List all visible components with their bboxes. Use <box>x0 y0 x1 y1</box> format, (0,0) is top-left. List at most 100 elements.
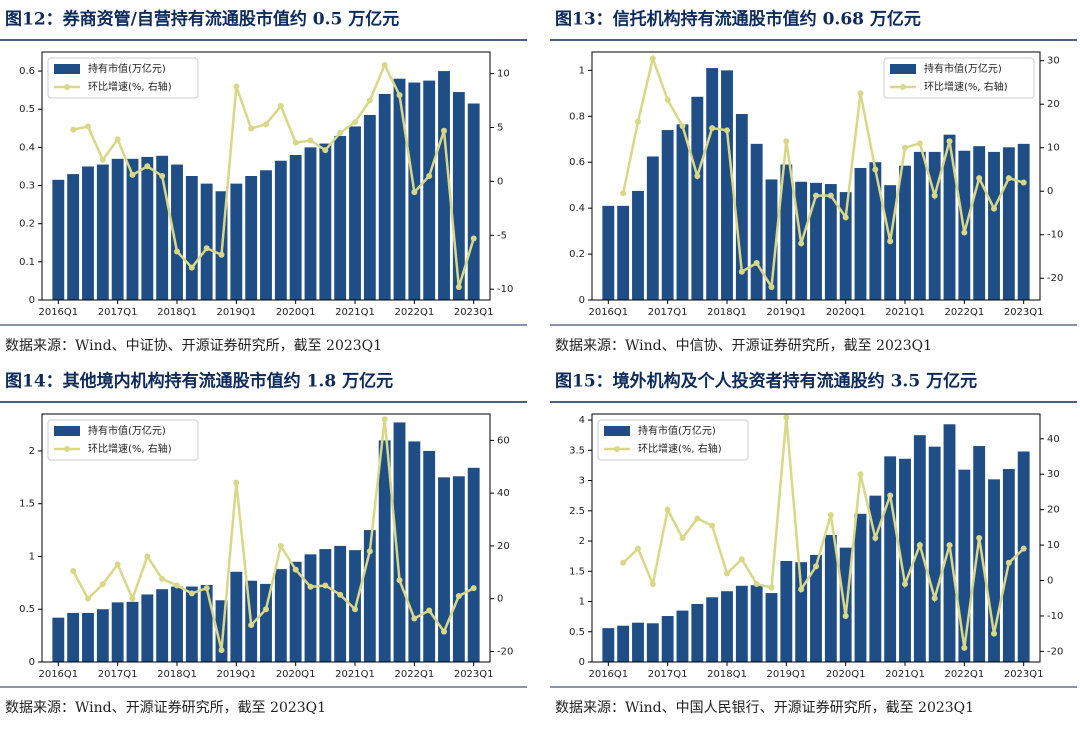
x-tick-label: 2016Q1 <box>38 307 78 318</box>
line-marker <box>352 606 359 613</box>
line-marker <box>307 137 314 144</box>
plot-frame <box>41 51 491 301</box>
bar <box>661 130 674 300</box>
x-tick-label: 2019Q1 <box>216 669 256 680</box>
bar <box>274 569 287 662</box>
x-tick-label: 2020Q1 <box>276 307 316 318</box>
bar <box>378 440 391 662</box>
plot-frame <box>591 413 1041 663</box>
y2-tick-label: 30 <box>1047 469 1060 480</box>
y2-tick-label: 5 <box>497 122 503 133</box>
y-tick-label: 1.5 <box>569 566 585 577</box>
line-marker <box>723 127 730 134</box>
bar <box>750 143 763 300</box>
bar <box>928 446 941 662</box>
line-marker <box>1020 545 1027 552</box>
line-marker <box>218 647 225 654</box>
line-marker <box>961 644 968 651</box>
line-marker <box>292 139 299 146</box>
bar <box>156 589 169 662</box>
x-tick-label: 2017Q1 <box>98 307 138 318</box>
bar <box>854 513 867 662</box>
y2-tick-label: 0 <box>1047 576 1053 587</box>
bar <box>260 170 272 300</box>
x-tick-label: 2019Q1 <box>766 307 806 318</box>
x-tick-label: 2018Q1 <box>157 669 197 680</box>
bar <box>1017 143 1030 300</box>
bar <box>230 571 243 662</box>
line-marker <box>263 121 269 128</box>
y-tick-label: 3 <box>579 476 585 487</box>
line <box>72 61 475 288</box>
bar <box>810 182 822 300</box>
bar <box>706 597 719 662</box>
line-marker <box>277 102 284 109</box>
y2-tick-label: 0 <box>497 176 503 187</box>
x-tick-label: 2016Q1 <box>588 307 628 318</box>
y-tick-label: 1 <box>579 65 585 76</box>
line-marker <box>768 283 775 290</box>
line-marker <box>783 414 790 421</box>
source-note: 数据来源：Wind、中信协、开源证券研究所，截至 2023Q1 <box>555 338 932 354</box>
line-marker <box>620 559 627 566</box>
x-tick-label: 2021Q1 <box>885 307 925 318</box>
bar <box>973 146 986 300</box>
y-tick-label: 0 <box>29 657 35 668</box>
bar <box>795 562 808 662</box>
line-marker <box>173 582 180 589</box>
bar <box>1017 451 1030 662</box>
line-marker <box>352 119 359 126</box>
y2-tick-label: -10 <box>1047 230 1063 241</box>
line <box>72 419 475 651</box>
y-tick-label: 1.5 <box>19 499 35 510</box>
bar <box>289 155 302 300</box>
y2-tick-label: 20 <box>1047 99 1060 110</box>
line-marker <box>664 506 671 513</box>
bar <box>913 151 926 300</box>
y-tick-label: 0.3 <box>19 181 35 192</box>
line-marker <box>887 238 894 245</box>
x-tick-label: 2017Q1 <box>648 307 688 318</box>
legend-box <box>883 57 1035 99</box>
bar <box>452 476 465 662</box>
line-marker <box>337 129 344 136</box>
y2-tick-label: 40 <box>497 488 510 499</box>
bar <box>200 183 213 300</box>
y2-tick-label: 0 <box>497 594 503 605</box>
y-tick-label: 0.4 <box>569 203 585 214</box>
y2-tick-label: 30 <box>1047 56 1060 67</box>
x-tick-label: 2018Q1 <box>707 669 747 680</box>
line-marker <box>946 542 953 549</box>
line-marker <box>946 138 953 145</box>
line-marker <box>455 593 462 600</box>
line-marker <box>872 166 879 173</box>
line-marker <box>679 122 686 129</box>
line-marker <box>470 235 477 242</box>
figure-title: 图13：信托机构持有流通股市值约 0.68 万亿元 <box>555 9 921 30</box>
y2-tick-label: -20 <box>1047 646 1063 657</box>
legend-marker <box>64 446 70 452</box>
line-marker <box>634 545 641 552</box>
line-marker <box>842 612 849 619</box>
bar <box>839 192 852 300</box>
legend-label: 环比增速(%, 右轴) <box>924 80 1008 93</box>
y-tick-label: 0 <box>579 295 585 306</box>
bar <box>780 560 793 662</box>
bar <box>289 561 302 662</box>
line-marker <box>679 535 686 541</box>
line-marker <box>441 127 448 134</box>
bar <box>126 158 139 300</box>
y-tick-label: 0 <box>29 295 35 306</box>
x-tick-label: 2021Q1 <box>335 669 375 680</box>
bar <box>334 135 347 300</box>
plot-frame <box>41 413 491 663</box>
bar <box>393 78 406 300</box>
bar <box>200 584 213 662</box>
legend-label: 环比增速(%, 右轴) <box>638 442 722 455</box>
line-marker <box>144 163 151 170</box>
line-marker <box>411 189 418 196</box>
line-marker <box>1005 175 1012 182</box>
line-marker <box>709 522 716 529</box>
y2-tick-label: 60 <box>497 435 510 446</box>
y-tick-label: 0.2 <box>569 249 585 260</box>
